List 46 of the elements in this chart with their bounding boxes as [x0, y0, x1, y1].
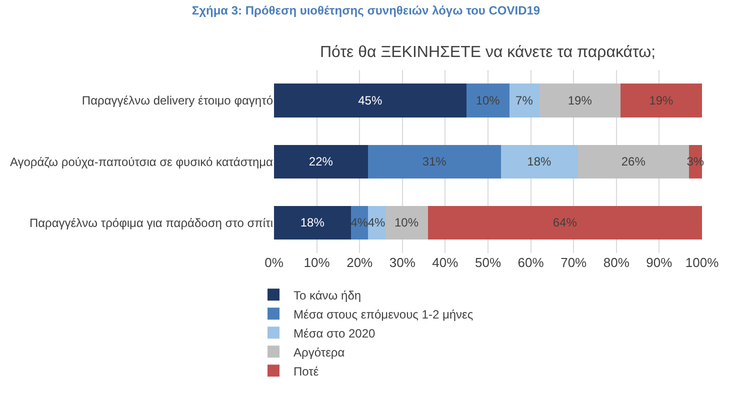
bar [274, 206, 352, 240]
legend-label: Το κάνω ήδη [294, 288, 362, 302]
data-label: 7% [516, 94, 534, 108]
bar [466, 84, 510, 118]
bar [368, 144, 501, 178]
chart-subtitle: Πότε θα ΞΕΚΙΝΗΣΕΤΕ να κάνετε τα παρακάτω; [320, 44, 656, 61]
legend-label: Μέσα στο 2020 [294, 326, 376, 340]
y-tick-label: Παραγγέλνω τρόφιμα για παράδοση στο σπίτι [29, 216, 274, 230]
x-tick-label: 0% [264, 255, 284, 270]
data-label: 64% [552, 216, 578, 230]
data-label: 18% [300, 216, 325, 230]
legend-label: Ποτέ [294, 364, 320, 378]
data-label: 26% [621, 154, 646, 169]
data-label: 4% [350, 216, 368, 230]
y-tick-label: Παραγγέλνω delivery έτοιμο φαγητό [82, 94, 274, 108]
bar [274, 84, 467, 118]
legend-label: Αργότερα [294, 345, 345, 360]
bar [274, 144, 368, 178]
x-tick-label: 30% [389, 255, 416, 270]
data-label: 10% [476, 94, 500, 108]
bar [428, 206, 702, 240]
data-label: 18% [527, 154, 552, 169]
bar [620, 84, 702, 118]
x-tick-label: 20% [346, 255, 374, 270]
data-label: 4% [368, 216, 386, 230]
x-tick-label: 10% [304, 255, 330, 270]
data-label: 10% [394, 216, 419, 230]
x-tick-label: 70% [560, 255, 588, 270]
legend-label: Μέσα στους επόμενους 1-2 μήνες [294, 307, 474, 322]
x-tick-label: 80% [603, 255, 630, 270]
bar [500, 144, 578, 178]
data-label: 31% [422, 154, 447, 169]
data-label: 19% [649, 94, 674, 108]
y-tick-label: Αγοράζω ρούχα-παπούτσια σε φυσικό κατάστημα [10, 154, 274, 169]
data-label: 19% [568, 94, 592, 108]
bar [509, 84, 540, 118]
bar [539, 84, 621, 118]
data-label: 45% [358, 94, 382, 108]
data-label: 22% [308, 154, 334, 169]
x-tick-label: 40% [432, 255, 459, 270]
x-tick-label: 90% [646, 255, 673, 270]
chart-title: Σχήμα 3: Πρόθεση υιοθέτησης συνηθειών λόγω του COVID19 [192, 3, 540, 18]
x-tick-label: 50% [474, 255, 502, 270]
x-tick-label: 100% [685, 255, 720, 270]
bar [385, 206, 428, 240]
x-tick-label: 60% [518, 255, 544, 270]
